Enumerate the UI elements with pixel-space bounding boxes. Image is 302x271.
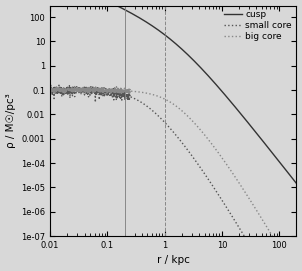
Line: cusp: cusp <box>50 0 297 183</box>
big core <box>263 222 267 226</box>
big core <box>55 85 58 88</box>
Line: big core: big core <box>50 86 297 271</box>
cusp <box>290 176 294 179</box>
small core <box>153 111 157 115</box>
X-axis label: r / kpc: r / kpc <box>157 256 190 265</box>
small core <box>48 87 52 91</box>
Legend: cusp, small core, big core: cusp, small core, big core <box>222 8 294 43</box>
small core <box>263 269 267 271</box>
cusp <box>143 19 146 22</box>
big core <box>143 91 146 94</box>
big core <box>153 94 157 97</box>
small core <box>57 83 61 87</box>
small core <box>76 88 80 91</box>
big core <box>91 88 95 92</box>
big core <box>290 266 294 270</box>
Y-axis label: ρ / M☉/pc³: ρ / M☉/pc³ <box>5 93 16 148</box>
small core <box>91 91 95 94</box>
cusp <box>153 26 157 30</box>
big core <box>76 88 80 92</box>
Line: small core: small core <box>50 85 297 271</box>
small core <box>143 103 146 106</box>
big core <box>48 89 52 92</box>
cusp <box>263 142 267 146</box>
cusp <box>295 182 298 185</box>
